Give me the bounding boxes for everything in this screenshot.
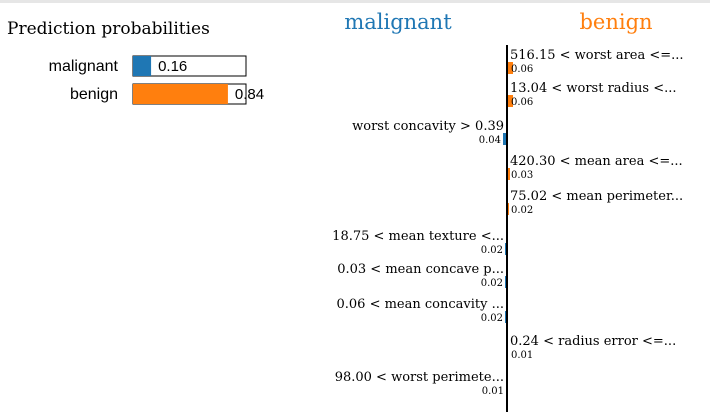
feature-value: 0.01 [511, 350, 533, 361]
feature-label: 0.24 < radius error <=... [510, 334, 676, 349]
probability-bar-malignant [133, 56, 152, 76]
feature-label: 98.00 < worst perimete... [335, 370, 504, 385]
probability-value-malignant: 0.16 [158, 58, 187, 75]
feature-contributions-chart: malignant benign 516.15 < worst area <=...… [332, 10, 684, 412]
probability-label-malignant: malignant [49, 58, 119, 75]
feature-bar [503, 133, 507, 145]
feature-label: 420.30 < mean area <=... [510, 154, 683, 169]
class-label-right: benign [579, 10, 652, 34]
feature-label: 516.15 < worst area <=... [510, 48, 684, 63]
feature-value: 0.06 [511, 64, 533, 75]
feature-value: 0.02 [481, 245, 503, 256]
feature-bar [507, 95, 513, 107]
feature-label: 0.03 < mean concave p... [337, 262, 504, 277]
top-border [0, 0, 710, 3]
feature-value: 0.01 [482, 386, 504, 397]
feature-bar [507, 168, 510, 180]
prediction-probabilities-chart: malignant 0.16 benign 0.84 [49, 55, 264, 105]
feature-value: 0.02 [481, 313, 503, 324]
feature-label: worst concavity > 0.39 [352, 119, 504, 134]
prediction-probabilities-title: Prediction probabilities [7, 19, 210, 39]
feature-value: 0.02 [481, 278, 503, 289]
probability-label-benign: benign [70, 86, 118, 103]
feature-label: 13.04 < worst radius <... [510, 81, 676, 96]
feature-value: 0.06 [511, 97, 533, 108]
probability-value-benign: 0.84 [235, 86, 264, 103]
feature-bar [507, 62, 513, 74]
feature-label: 75.02 < mean perimeter... [510, 189, 683, 204]
feature-label: 0.06 < mean concavity ... [337, 297, 505, 312]
feature-label: 18.75 < mean texture <... [332, 229, 504, 244]
class-label-left: malignant [344, 10, 452, 34]
feature-value: 0.03 [511, 170, 533, 181]
feature-value: 0.02 [511, 205, 533, 216]
probability-bar-benign [133, 84, 228, 104]
feature-value: 0.04 [479, 135, 501, 146]
